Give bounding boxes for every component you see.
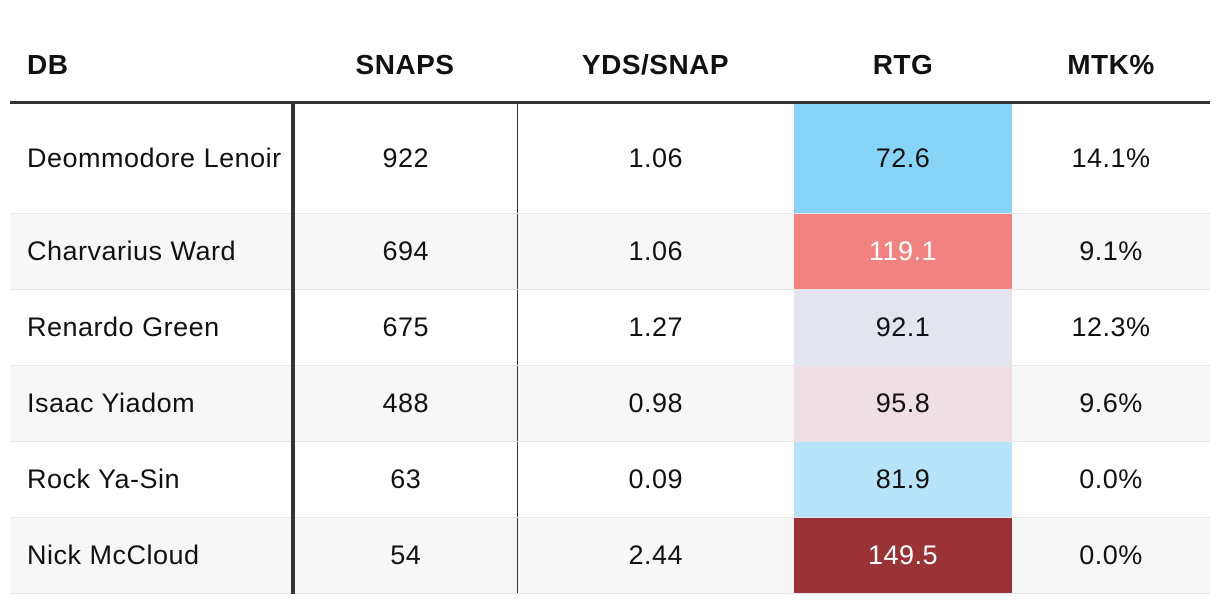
rtg-cell: 72.6	[794, 102, 1012, 214]
mtk-cell: 0.0%	[1012, 517, 1210, 594]
db-name-cell: Rock Ya-Sin	[10, 441, 295, 518]
snaps-cell: 922	[293, 102, 518, 214]
table-body: Deommodore Lenoir 922 1.06 72.6 14.1% Ch…	[10, 102, 1210, 594]
yds-snap-cell: 1.06	[517, 213, 794, 290]
db-coverage-stats-table: DB SNAPS YDS/SNAP RTG MTK% Deommodore Le…	[10, 0, 1210, 594]
db-name-cell: Nick McCloud	[10, 517, 295, 594]
db-name-cell: Deommodore Lenoir	[10, 102, 295, 214]
db-name-cell: Charvarius Ward	[10, 213, 295, 290]
yds-snap-cell: 1.27	[517, 289, 794, 366]
table-header: DB SNAPS YDS/SNAP RTG MTK%	[10, 0, 1210, 104]
snaps-cell: 675	[293, 289, 518, 366]
yds-snap-cell: 0.98	[517, 365, 794, 442]
column-header-rtg: RTG	[794, 0, 1012, 104]
mtk-cell: 14.1%	[1012, 102, 1210, 214]
yds-snap-cell: 1.06	[517, 102, 794, 214]
snaps-cell: 488	[293, 365, 518, 442]
column-header-db: DB	[10, 0, 293, 104]
db-name-cell: Renardo Green	[10, 289, 295, 366]
snaps-cell: 63	[293, 441, 518, 518]
header-row: DB SNAPS YDS/SNAP RTG MTK%	[10, 0, 1210, 104]
mtk-cell: 12.3%	[1012, 289, 1210, 366]
mtk-cell: 0.0%	[1012, 441, 1210, 518]
column-header-yds-snap: YDS/SNAP	[517, 0, 794, 104]
rtg-cell: 95.8	[794, 365, 1012, 442]
table-row: Renardo Green 675 1.27 92.1 12.3%	[10, 289, 1210, 366]
stats-table-container: DB SNAPS YDS/SNAP RTG MTK% Deommodore Le…	[10, 0, 1210, 594]
rtg-cell: 119.1	[794, 213, 1012, 290]
table-row: Charvarius Ward 694 1.06 119.1 9.1%	[10, 213, 1210, 290]
snaps-cell: 54	[293, 517, 518, 594]
snaps-cell: 694	[293, 213, 518, 290]
rtg-cell: 92.1	[794, 289, 1012, 366]
table-row: Rock Ya-Sin 63 0.09 81.9 0.0%	[10, 441, 1210, 518]
mtk-cell: 9.6%	[1012, 365, 1210, 442]
table-row: Deommodore Lenoir 922 1.06 72.6 14.1%	[10, 102, 1210, 214]
column-header-mtk: MTK%	[1012, 0, 1210, 104]
yds-snap-cell: 0.09	[517, 441, 794, 518]
rtg-cell: 81.9	[794, 441, 1012, 518]
mtk-cell: 9.1%	[1012, 213, 1210, 290]
yds-snap-cell: 2.44	[517, 517, 794, 594]
table-row: Nick McCloud 54 2.44 149.5 0.0%	[10, 517, 1210, 594]
db-name-cell: Isaac Yiadom	[10, 365, 295, 442]
rtg-cell: 149.5	[794, 517, 1012, 594]
table-row: Isaac Yiadom 488 0.98 95.8 9.6%	[10, 365, 1210, 442]
column-header-snaps: SNAPS	[293, 0, 517, 104]
